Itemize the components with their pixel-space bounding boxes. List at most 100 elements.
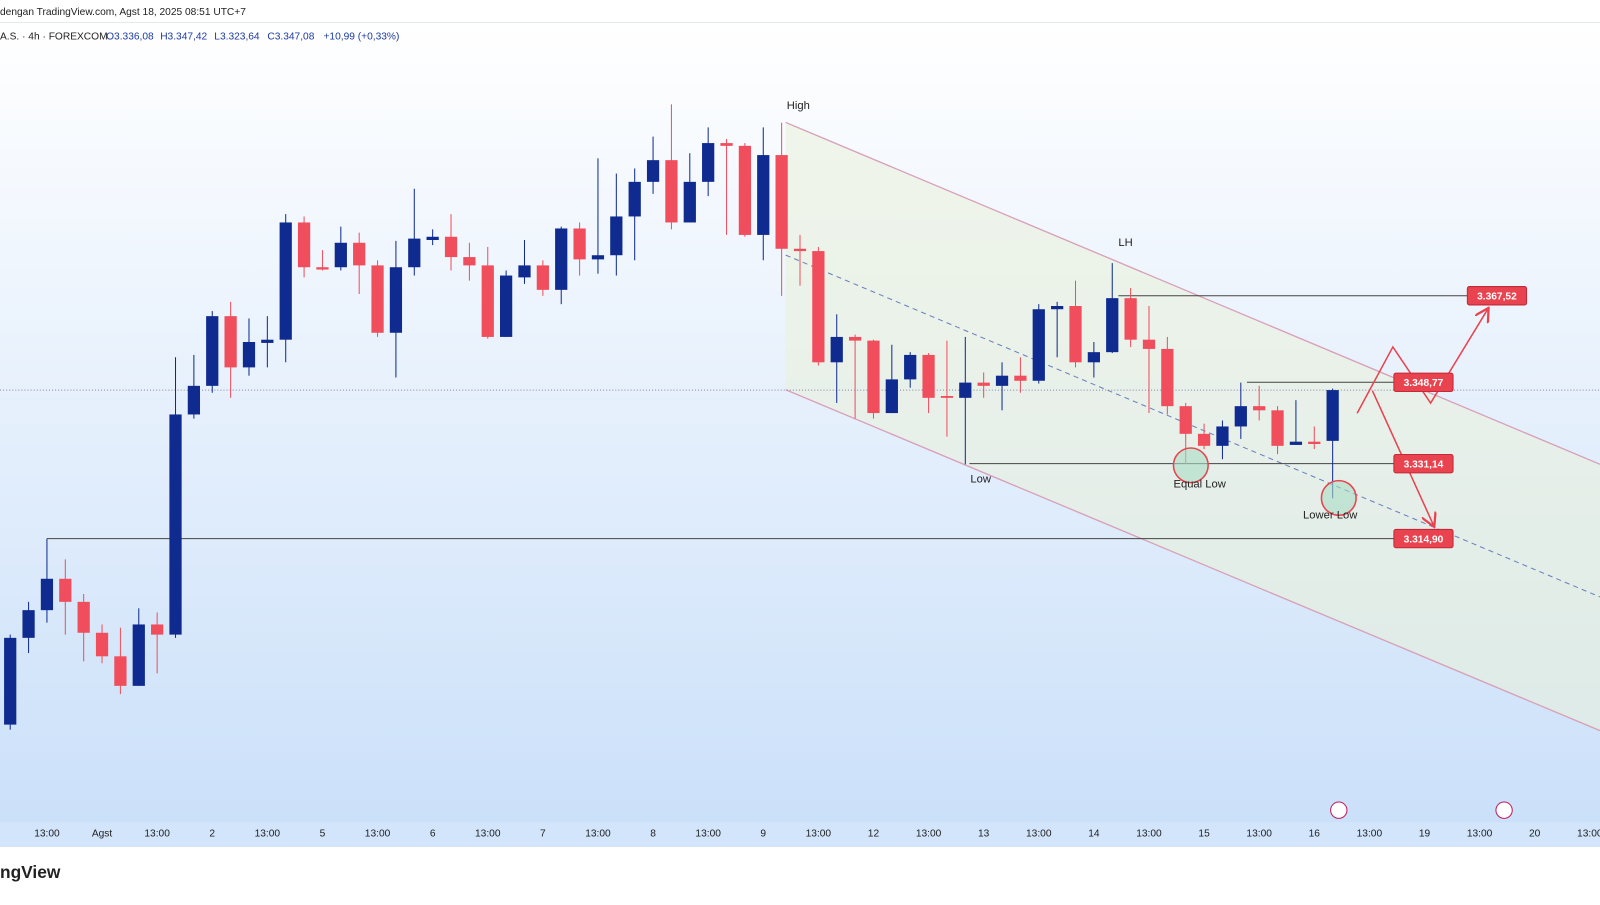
candle-body [132,624,145,686]
candle-body [169,414,182,635]
x-tick-label: 13:00 [1136,828,1162,839]
x-tick-label: 13:00 [365,828,391,839]
candle-body [463,257,476,266]
candle-body [775,155,788,249]
level-box [1393,528,1454,549]
candle-body [114,656,127,686]
candle-body [297,222,311,268]
event-icon [1330,801,1348,819]
candle-body [1179,406,1192,434]
candle-body [536,265,549,290]
candle-body [353,242,366,266]
candle-body [867,340,880,414]
candle-body [151,624,164,635]
candle-body [1106,298,1119,353]
ohlc: C3.347,08 [267,31,314,42]
candle-body [500,275,513,337]
candle-body [1271,410,1284,446]
x-tick-label: 13:00 [916,828,942,839]
level-label: 3.367,52 [1477,291,1517,302]
time-axis-background [0,822,1600,847]
candle-body [242,342,256,368]
symbol: A.S. · 4h · FOREXCOM [0,31,108,42]
x-tick-label: 6 [430,828,436,839]
level-box [1393,372,1454,392]
candle-body [591,255,605,260]
x-tick-label: 5 [320,828,326,839]
candle-body [738,145,752,235]
candle-body [720,143,733,146]
candle-body [646,160,660,182]
candle-body [904,354,917,380]
x-tick-label: 19 [1419,828,1431,839]
level-box [1393,453,1454,474]
candle-body [1308,441,1321,444]
candle-body [4,637,17,725]
level-label: 3.314,90 [1404,534,1444,545]
logo: ngView [0,862,61,882]
channel-lower [785,389,1600,732]
candle-body [206,316,219,386]
annotation: Low [970,474,991,486]
candle-body [481,265,494,337]
candle-body [1326,390,1339,441]
candle-body [573,228,586,260]
x-tick-label: 20 [1529,828,1541,839]
candle-body [426,236,439,240]
channel-mid [785,254,1600,598]
candle-body [1051,306,1064,310]
candle-body [224,316,237,368]
candle-body [1216,426,1229,446]
x-tick-label: 13:00 [255,828,281,839]
candle-body [1253,406,1266,411]
candle-body [977,382,990,386]
candle-body [1197,433,1211,446]
candle-body [830,336,843,363]
candle-body [940,396,954,398]
candle-body [922,354,935,398]
candle-body [1289,441,1303,445]
candle-body [1069,306,1082,363]
candle-body [665,160,678,223]
candle-body [1234,406,1247,427]
x-tick-label: 13:00 [585,828,611,839]
level-box [1466,286,1528,306]
candle-body [555,228,568,290]
x-tick-label: 13:00 [1357,828,1383,839]
annotation: Equal Low [1173,479,1226,491]
candle-body [408,238,421,268]
candle-body [40,578,54,611]
candle-body [885,379,898,414]
candle-body [959,382,972,398]
candle-body [187,385,200,415]
candle-body [610,216,623,256]
candle-body [279,222,292,340]
lower-low-circle [1320,479,1357,517]
x-tick-label: 13:00 [34,828,60,839]
x-tick-label: 12 [868,828,880,839]
ohlc: L3.323,64 [214,31,260,42]
x-tick-label: 13:00 [475,828,501,839]
candle-body [702,143,715,182]
ohlc: H3.347,42 [160,31,207,42]
candle-body [812,251,825,363]
header-source: dengan TradingView.com, Agst 18, 2025 08… [0,7,246,18]
x-tick-label: 16 [1309,828,1321,839]
annotation: LH [1118,237,1132,249]
x-tick-label: 13:00 [806,828,832,839]
candle-body [995,375,1009,386]
x-tick-label: 7 [540,828,546,839]
candle-body [316,267,329,270]
change: +10,99 (+0,33%) [323,31,399,42]
candle-body [793,248,807,252]
x-tick-label: 9 [760,828,766,839]
candle-body [628,181,641,217]
x-tick-label: 13:00 [144,828,170,839]
candle-body [1124,298,1137,340]
candle-body [59,578,72,602]
candle-body [1087,352,1100,363]
candle-body [261,339,274,343]
x-tick-label: 15 [1198,828,1210,839]
x-tick-label: Agst [92,828,113,839]
candle-body [757,155,770,235]
